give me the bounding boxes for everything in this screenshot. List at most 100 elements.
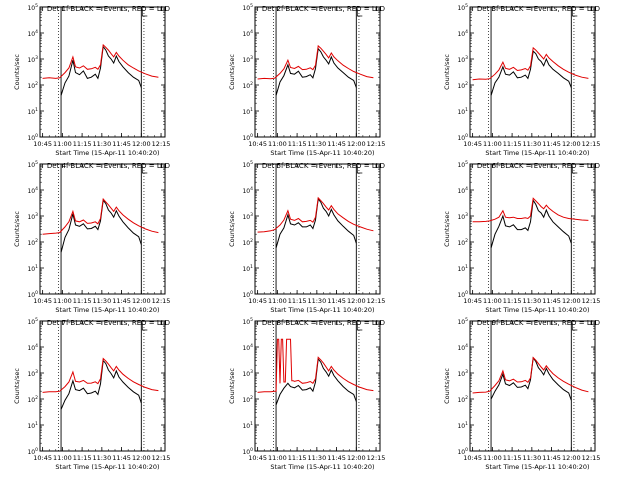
x-tick-label: 11:00 <box>268 454 287 462</box>
x-tick-label: 11:15 <box>73 454 92 462</box>
x-tick-label: 11:00 <box>268 140 287 148</box>
x-tick-label: 10:45 <box>33 454 52 462</box>
y-tick-label: 105 <box>27 3 38 12</box>
y-tick-label: 103 <box>27 369 38 378</box>
y-axis-label: Counts/sec <box>443 368 451 404</box>
chart-panel-1: 100 101 102 103 104 105 10:45 11:00 11:15 11:30 11… <box>13 3 170 157</box>
x-tick-label: 12:15 <box>367 297 386 305</box>
red-series-line <box>42 357 159 393</box>
x-tick-label: 12:15 <box>367 140 386 148</box>
x-tick-label: 12:15 <box>582 297 601 305</box>
x-tick-label: 12:00 <box>562 140 581 148</box>
plot-frame <box>469 6 596 138</box>
x-tick-label: 11:45 <box>542 297 561 305</box>
x-axis-label: Start Time (15-Apr-11 10:40:20) <box>485 149 589 157</box>
x-tick-label: 11:30 <box>307 297 326 305</box>
y-tick-label: 102 <box>457 395 468 404</box>
y-tick-label: 100 <box>27 447 38 456</box>
chart-title: Det 9f-BLACK = Events, RED = LLD <box>477 319 600 327</box>
y-tick-label: 105 <box>242 3 253 12</box>
plot-frame <box>254 6 381 138</box>
x-tick-label: 11:15 <box>503 140 522 148</box>
x-tick-label: 11:00 <box>53 140 72 148</box>
x-tick-label: 11:00 <box>483 454 502 462</box>
chart-panel-2: 100 101 102 103 104 105 10:45 11:00 11:15 11:30 11… <box>228 3 385 157</box>
y-tick-label: 105 <box>457 3 468 12</box>
x-tick-label: 11:15 <box>503 297 522 305</box>
x-axis-label: Start Time (15-Apr-11 10:40:20) <box>55 149 159 157</box>
corner-flag-mark <box>141 9 148 17</box>
red-series-line <box>42 43 159 79</box>
x-axis-label: Start Time (15-Apr-11 10:40:20) <box>485 463 589 471</box>
y-tick-label: 103 <box>242 212 253 221</box>
y-tick-label: 105 <box>457 160 468 169</box>
chart-panel-3: 100 101 102 103 104 105 10:45 11:00 11:15 11:30 11… <box>443 3 600 157</box>
y-tick-label: 103 <box>457 212 468 221</box>
chart-panel-9: 100 101 102 103 104 105 10:45 11:00 11:15 11:30 11… <box>443 317 600 471</box>
y-tick-label: 102 <box>27 395 38 404</box>
black-series-line <box>275 47 357 96</box>
chart-title: Det 3f-BLACK = Events, RED = LLD <box>477 5 600 13</box>
y-tick-label: 100 <box>457 447 468 456</box>
x-tick-label: 11:00 <box>268 297 287 305</box>
y-axis-label: Counts/sec <box>443 211 451 247</box>
x-tick-label: 11:15 <box>288 297 307 305</box>
x-axis-label: Start Time (15-Apr-11 10:40:20) <box>270 306 374 314</box>
x-tick-label: 11:30 <box>92 297 111 305</box>
y-tick-label: 104 <box>27 29 38 38</box>
black-series-line <box>490 198 572 248</box>
x-tick-label: 12:00 <box>562 297 581 305</box>
chart-panel-4: 100 101 102 103 104 105 10:45 11:00 11:15 11:30 11… <box>13 160 170 314</box>
y-tick-label: 102 <box>27 238 38 247</box>
corner-flag-mark <box>571 166 578 174</box>
y-tick-label: 105 <box>457 317 468 326</box>
chart-title: Det 6f-BLACK = Events, RED = LLD <box>477 162 600 170</box>
x-tick-label: 12:00 <box>347 297 366 305</box>
y-tick-label: 104 <box>457 343 468 352</box>
y-axis-label: Counts/sec <box>13 211 21 247</box>
plot-frame <box>39 320 166 452</box>
red-series-line <box>472 356 589 394</box>
y-tick-label: 100 <box>457 133 468 142</box>
x-axis-label: Start Time (15-Apr-11 10:40:20) <box>270 149 374 157</box>
y-axis-label: Counts/sec <box>228 211 236 247</box>
chart-title: Det 1f-BLACK = Events, RED = LLD <box>47 5 170 13</box>
black-series-line <box>60 45 142 96</box>
y-tick-label: 101 <box>242 264 253 273</box>
x-tick-label: 11:45 <box>327 140 346 148</box>
y-tick-label: 100 <box>242 133 253 142</box>
y-tick-label: 100 <box>242 290 253 299</box>
x-tick-label: 11:45 <box>112 140 131 148</box>
y-tick-label: 103 <box>242 369 253 378</box>
y-tick-label: 104 <box>242 29 253 38</box>
x-tick-label: 11:00 <box>53 297 72 305</box>
corner-flag-mark <box>141 166 148 174</box>
y-tick-label: 103 <box>27 212 38 221</box>
x-tick-label: 11:15 <box>288 140 307 148</box>
chart-title: Det 5f-BLACK = Events, RED = LLD <box>262 162 385 170</box>
y-tick-label: 104 <box>457 29 468 38</box>
x-axis-label: Start Time (15-Apr-11 10:40:20) <box>55 463 159 471</box>
x-tick-label: 12:15 <box>367 454 386 462</box>
x-tick-label: 10:45 <box>248 454 267 462</box>
chart-panel-8: 100 101 102 103 104 105 10:45 11:00 11:15 11:30 11… <box>228 317 385 471</box>
x-tick-label: 10:45 <box>463 297 482 305</box>
y-tick-label: 103 <box>27 55 38 64</box>
y-tick-label: 104 <box>242 186 253 195</box>
x-axis-label: Start Time (15-Apr-11 10:40:20) <box>55 306 159 314</box>
x-tick-label: 11:45 <box>327 454 346 462</box>
x-tick-label: 11:15 <box>503 454 522 462</box>
red-series-line <box>257 338 374 393</box>
x-axis-label: Start Time (15-Apr-11 10:40:20) <box>270 463 374 471</box>
red-series-line <box>257 196 374 233</box>
black-series-line <box>275 197 357 248</box>
plot-frame <box>254 163 381 295</box>
x-tick-label: 11:15 <box>73 140 92 148</box>
black-series-line <box>490 50 572 96</box>
y-tick-label: 105 <box>27 160 38 169</box>
red-series-line <box>257 44 374 80</box>
y-tick-label: 102 <box>457 238 468 247</box>
y-tick-label: 102 <box>242 238 253 247</box>
x-tick-label: 12:00 <box>347 454 366 462</box>
y-tick-label: 102 <box>457 81 468 90</box>
